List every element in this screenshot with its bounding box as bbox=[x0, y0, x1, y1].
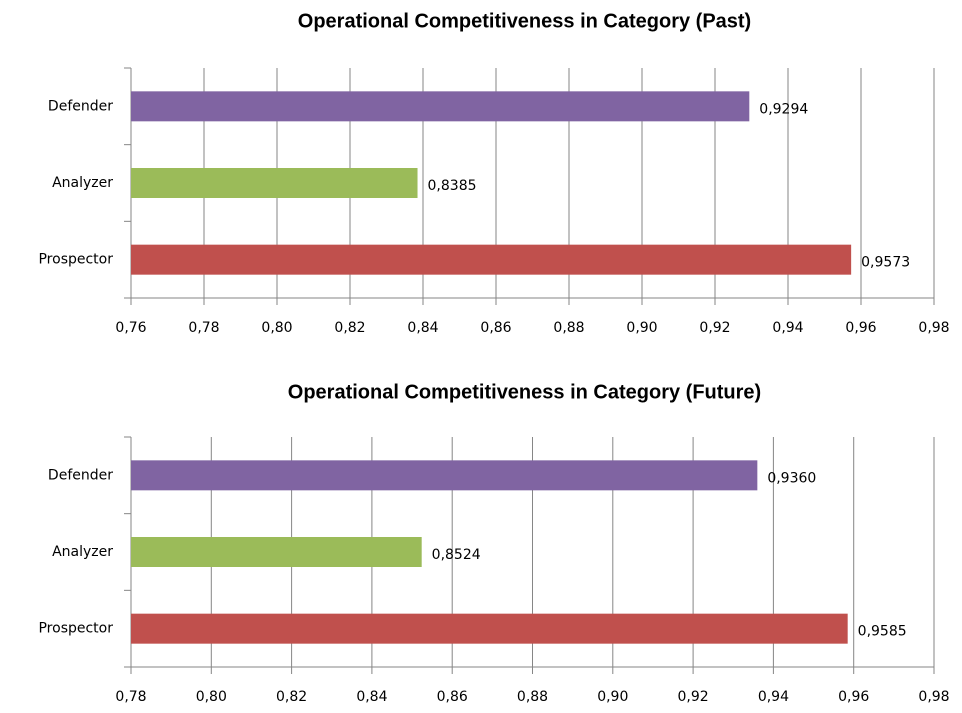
x-tick-label: 0,88 bbox=[553, 320, 584, 336]
x-tick-label: 0,94 bbox=[758, 689, 789, 705]
x-tick-label: 0,86 bbox=[437, 689, 468, 705]
x-tick-label: 0,78 bbox=[188, 320, 219, 336]
value-label: 0,8385 bbox=[428, 178, 477, 194]
x-tick-label: 0,84 bbox=[407, 320, 438, 336]
x-tick-label: 0,76 bbox=[115, 320, 146, 336]
x-tick-label: 0,90 bbox=[597, 689, 628, 705]
y-tick-label: Analyzer bbox=[52, 175, 113, 191]
x-tick-label: 0,80 bbox=[261, 320, 292, 336]
x-tick-label: 0,82 bbox=[334, 320, 365, 336]
x-tick-label: 0,96 bbox=[845, 320, 876, 336]
bar bbox=[131, 244, 852, 275]
x-tick-label: 0,92 bbox=[678, 689, 709, 705]
value-label: 0,9360 bbox=[767, 470, 816, 486]
x-tick-label: 0,98 bbox=[918, 320, 949, 336]
y-tick-label: Analyzer bbox=[52, 544, 113, 560]
y-tick-label: Defender bbox=[48, 467, 113, 483]
x-tick-label: 0,90 bbox=[626, 320, 657, 336]
x-tick-label: 0,98 bbox=[918, 689, 949, 705]
value-label: 0,9294 bbox=[759, 101, 808, 117]
x-tick-label: 0,86 bbox=[480, 320, 511, 336]
bar bbox=[131, 91, 750, 122]
chart-title: Operational Competitiveness in Category … bbox=[298, 10, 751, 32]
bar bbox=[131, 168, 418, 198]
bar bbox=[131, 537, 422, 567]
x-tick-label: 0,96 bbox=[838, 689, 869, 705]
x-tick-label: 0,84 bbox=[356, 689, 387, 705]
x-tick-label: 0,88 bbox=[517, 689, 548, 705]
x-tick-label: 0,94 bbox=[772, 320, 803, 336]
value-label: 0,9573 bbox=[861, 255, 910, 271]
bar bbox=[131, 613, 848, 644]
y-tick-label: Prospector bbox=[38, 252, 113, 268]
y-tick-label: Prospector bbox=[38, 621, 113, 637]
x-tick-label: 0,80 bbox=[196, 689, 227, 705]
x-tick-label: 0,82 bbox=[276, 689, 307, 705]
x-tick-label: 0,78 bbox=[115, 689, 146, 705]
bar bbox=[131, 460, 758, 491]
chart-title: Operational Competitiveness in Category … bbox=[288, 381, 761, 403]
value-label: 0,9585 bbox=[858, 624, 907, 640]
value-label: 0,8524 bbox=[432, 547, 481, 563]
y-tick-label: Defender bbox=[48, 98, 113, 114]
x-tick-label: 0,92 bbox=[699, 320, 730, 336]
